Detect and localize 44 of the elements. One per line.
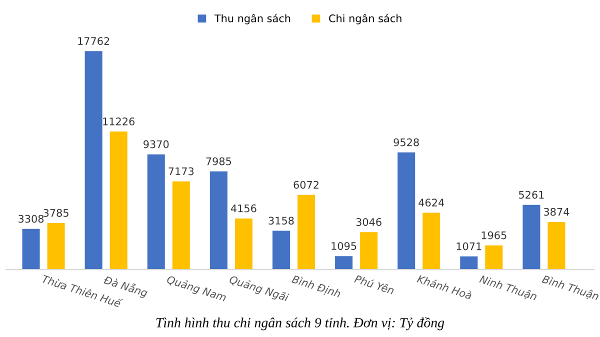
legend-label: Thu ngân sách bbox=[214, 14, 290, 24]
legend-label: Chi ngân sách bbox=[329, 14, 402, 24]
bar bbox=[234, 218, 252, 270]
data-label: 1095 bbox=[332, 242, 356, 250]
x-tick-label: Ninh Thuận bbox=[478, 274, 538, 302]
data-label: 11226 bbox=[103, 117, 135, 126]
data-label: 9528 bbox=[394, 138, 419, 146]
bar bbox=[398, 152, 416, 270]
bar bbox=[335, 256, 353, 270]
data-label: 3158 bbox=[268, 216, 294, 225]
bar bbox=[47, 223, 65, 270]
x-tick-label: Bình Thuận bbox=[541, 274, 600, 302]
data-label: 7173 bbox=[168, 167, 194, 176]
data-label: 3308 bbox=[18, 214, 44, 223]
data-label: 1965 bbox=[482, 231, 506, 240]
data-label: 4624 bbox=[418, 198, 444, 207]
bar bbox=[422, 212, 440, 270]
data-label: 17762 bbox=[78, 37, 110, 45]
bar bbox=[22, 228, 40, 270]
x-tick-label: Khánh Hoà bbox=[416, 274, 472, 300]
data-label: 3874 bbox=[544, 208, 570, 216]
data-label: 1071 bbox=[456, 242, 482, 250]
bar bbox=[210, 171, 228, 270]
text: Tình hình thu chi ngân sách 9 tỉnh. Đơn vị: Tỷ đồng bbox=[156, 317, 444, 330]
bar bbox=[522, 204, 540, 270]
bar bbox=[485, 245, 503, 270]
bar bbox=[147, 154, 165, 270]
x-tick-label: Bình Định bbox=[290, 274, 342, 300]
bar bbox=[272, 230, 290, 270]
data-label: 7985 bbox=[206, 157, 232, 166]
bar bbox=[548, 222, 566, 270]
bar bbox=[84, 51, 102, 270]
bar bbox=[110, 132, 128, 270]
data-label: 9370 bbox=[144, 140, 169, 148]
bar bbox=[172, 181, 190, 270]
x-tick-label: Phú Yên bbox=[354, 274, 395, 295]
data-label: 3785 bbox=[44, 208, 68, 217]
data-label: 4156 bbox=[230, 204, 256, 212]
data-label: 3046 bbox=[356, 218, 382, 226]
bar bbox=[360, 232, 378, 270]
data-label: 5261 bbox=[518, 190, 544, 199]
data-label: 6072 bbox=[294, 180, 318, 189]
bar bbox=[460, 256, 478, 270]
bar bbox=[298, 194, 316, 270]
